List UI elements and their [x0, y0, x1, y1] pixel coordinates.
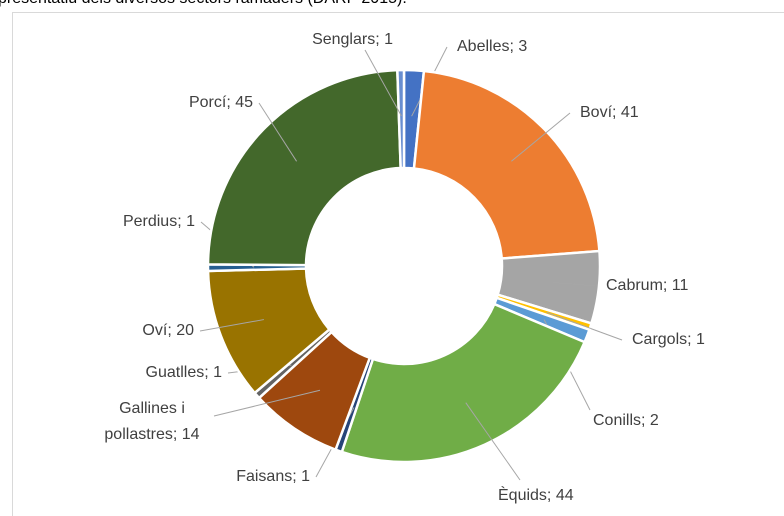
leader-line — [465, 402, 521, 481]
leader-line — [258, 102, 298, 162]
chart-title: presentatiu dels diversos sectors ramade… — [0, 0, 407, 8]
data-label: Faisans; 1 — [236, 468, 310, 485]
leader-line — [364, 49, 402, 117]
data-label: Èquids; 44 — [498, 487, 574, 504]
data-label: Conills; 2 — [593, 412, 659, 429]
data-label: Cabrum; 11 — [606, 277, 689, 294]
data-label: Cargols; 1 — [632, 331, 705, 348]
data-label: Perdius; 1 — [122, 213, 195, 230]
data-label: Guatlles; 1 — [145, 364, 222, 381]
data-label: Senglars; 1 — [312, 31, 393, 48]
data-label: Oví; 20 — [142, 322, 194, 339]
data-label: Boví; 41 — [580, 104, 639, 121]
leader-line — [213, 389, 321, 417]
leader-line — [199, 319, 264, 332]
leader-line — [511, 112, 571, 162]
leader-line — [553, 282, 598, 287]
data-label: Gallines i pollastres; 14 — [104, 400, 200, 443]
chart-frame — [12, 12, 784, 516]
donut-slice — [396, 68, 406, 170]
data-label: Porcí; 45 — [188, 94, 253, 111]
donut-slice — [206, 68, 402, 267]
data-label: Abelles; 3 — [457, 38, 528, 55]
donut-slice — [412, 69, 601, 260]
donut-slice — [340, 302, 587, 464]
leader-line — [546, 311, 623, 341]
